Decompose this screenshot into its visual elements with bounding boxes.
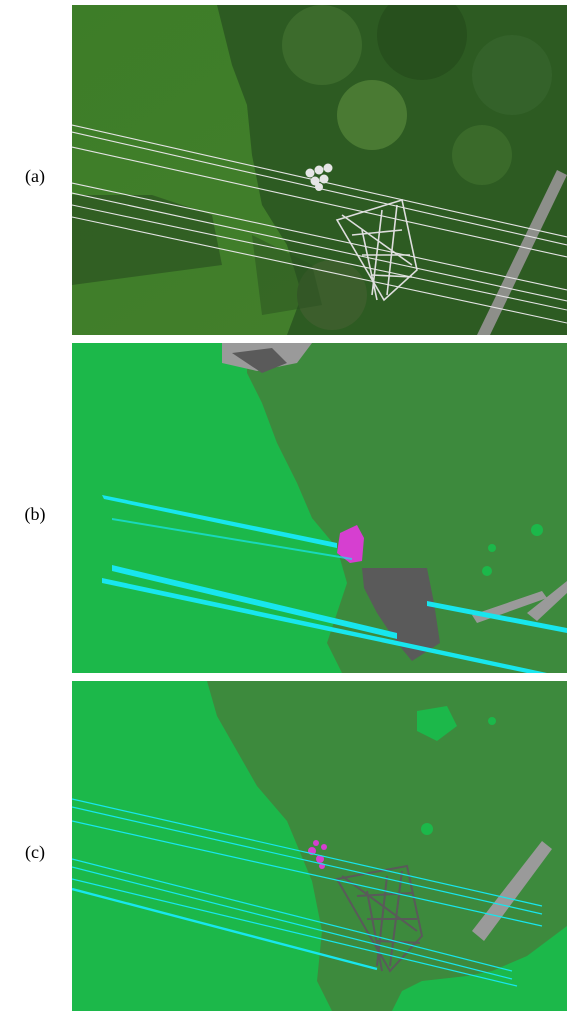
panel-label-a: (a) <box>25 166 45 186</box>
panel-label-c: (c) <box>25 842 45 862</box>
seg-c-powerlines <box>72 798 543 987</box>
seg-b-vegetation <box>247 343 567 673</box>
seg-b-powerlines <box>102 495 567 673</box>
photo-powerlines <box>72 124 567 324</box>
segmentation-c <box>72 681 567 1011</box>
segmentation-panel-b <box>72 343 567 673</box>
photo-hay-bales <box>305 163 333 191</box>
seg-c-path <box>472 841 552 941</box>
seg-b-object <box>337 525 364 563</box>
aerial-photo <box>72 5 567 335</box>
aerial-photo-panel <box>72 5 567 335</box>
segmentation-b <box>72 343 567 673</box>
photo-path <box>477 170 567 335</box>
segmentation-panel-c <box>72 681 567 1011</box>
photo-pylon <box>335 198 418 302</box>
seg-b-tower <box>362 568 440 661</box>
panel-label-b: (b) <box>24 504 46 524</box>
